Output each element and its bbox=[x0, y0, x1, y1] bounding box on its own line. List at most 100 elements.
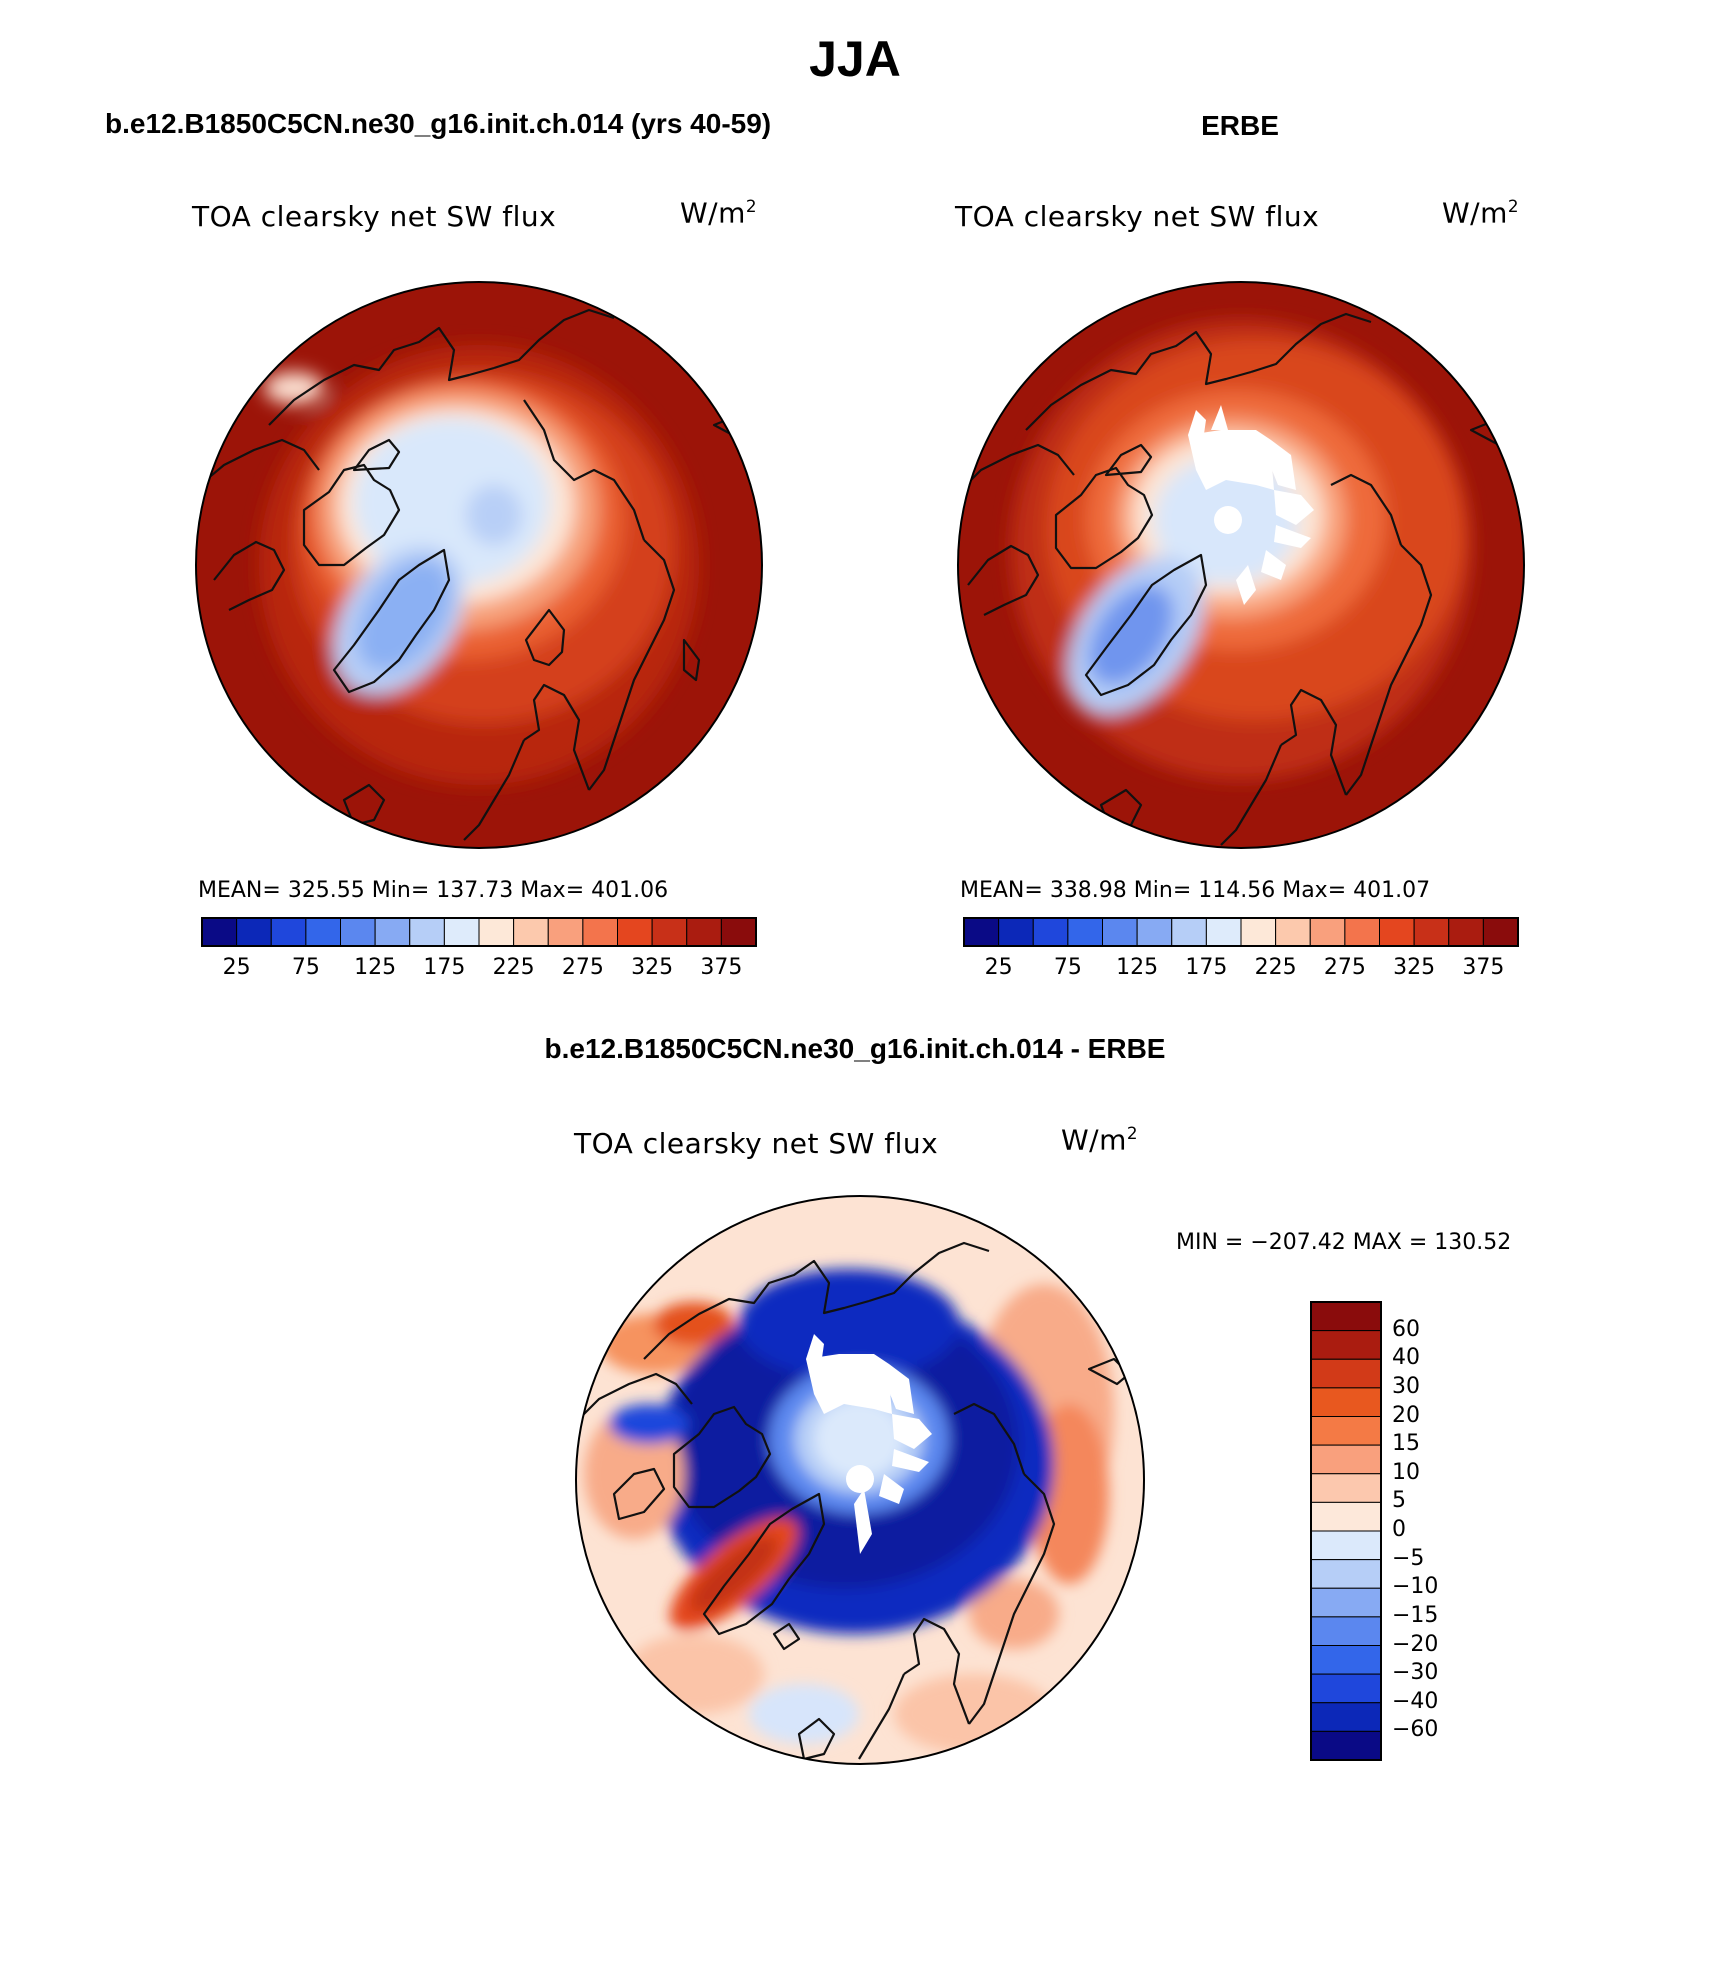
obs-colorbar-tick-label: 125 bbox=[1116, 955, 1159, 980]
model-colorbar-swatch bbox=[340, 917, 376, 947]
obs-variable-label: TOA clearsky net SW flux bbox=[955, 200, 1320, 233]
obs-colorbar-swatch bbox=[1448, 917, 1484, 947]
obs-colorbar-swatch bbox=[1379, 917, 1415, 947]
diff-colorbar-tick-label: −10 bbox=[1392, 1574, 1439, 1600]
diff-colorbar-tick-label: −20 bbox=[1392, 1631, 1439, 1657]
diff-colorbar-tick-label: −15 bbox=[1392, 1602, 1439, 1628]
diff-colorbar-tick-label: 30 bbox=[1392, 1373, 1420, 1399]
obs-colorbar-ticks: 25 75 125 175 225 275 325 375 bbox=[964, 955, 1518, 985]
obs-colorbar-swatch bbox=[1102, 917, 1138, 947]
diff-stats: MIN = −207.42 MAX = 130.52 bbox=[1176, 1230, 1512, 1255]
model-colorbar-swatch bbox=[478, 917, 515, 947]
model-units-label: W/m2 bbox=[680, 196, 758, 230]
model-colorbar-swatch bbox=[513, 917, 549, 947]
model-polar-map bbox=[195, 281, 763, 849]
diff-colorbar-swatch bbox=[1310, 1358, 1382, 1389]
diff-colorbar-tick-label: −30 bbox=[1392, 1660, 1439, 1686]
obs-stats: MEAN= 338.98 Min= 114.56 Max= 401.07 bbox=[960, 878, 1431, 903]
diff-colorbar-tick-label: 15 bbox=[1392, 1431, 1420, 1457]
obs-colorbar-border bbox=[963, 917, 1519, 947]
model-colorbar-tick-label: 175 bbox=[423, 955, 466, 980]
model-colorbar-swatch bbox=[651, 917, 688, 947]
diff-colorbar-swatch bbox=[1310, 1645, 1382, 1675]
obs-colorbar-tick-label: 375 bbox=[1462, 955, 1505, 980]
model-colorbar-swatch bbox=[270, 917, 307, 947]
diff-colorbar-swatch bbox=[1310, 1444, 1382, 1475]
model-colorbar-tick-label: 25 bbox=[222, 955, 251, 980]
diff-colorbar-swatch bbox=[1310, 1559, 1382, 1589]
diff-colorbar-tick-label: 20 bbox=[1392, 1402, 1420, 1428]
model-colorbar-swatch bbox=[201, 917, 238, 947]
obs-colorbar-swatch bbox=[1067, 917, 1103, 947]
obs-colorbar-tick-label: 275 bbox=[1323, 955, 1366, 980]
obs-colorbar-tick-label: 175 bbox=[1185, 955, 1228, 980]
diff-colorbar-swatch bbox=[1310, 1702, 1382, 1732]
obs-colorbar-tick-label: 25 bbox=[984, 955, 1013, 980]
diff-colorbar-swatch bbox=[1310, 1673, 1382, 1704]
model-variable-label: TOA clearsky net SW flux bbox=[192, 200, 557, 233]
obs-units-label: W/m2 bbox=[1442, 196, 1520, 230]
diff-colorbar-swatch bbox=[1310, 1416, 1382, 1446]
model-colorbar-tick-label: 375 bbox=[700, 955, 743, 980]
diff-colorbar-tick-label: −60 bbox=[1392, 1717, 1439, 1743]
obs-colorbar-swatch bbox=[963, 917, 1000, 947]
model-colorbar-swatch bbox=[409, 917, 445, 947]
obs-polar-map bbox=[957, 281, 1525, 849]
obs-colorbar-swatch bbox=[1309, 917, 1346, 947]
obs-colorbar-swatch bbox=[1171, 917, 1207, 947]
diff-units-label: W/m2 bbox=[1061, 1123, 1139, 1157]
model-colorbar-swatch bbox=[547, 917, 584, 947]
diff-colorbar bbox=[1310, 1301, 1382, 1761]
diff-colorbar-swatch bbox=[1310, 1387, 1382, 1417]
diff-colorbar-swatch bbox=[1310, 1330, 1382, 1360]
diff-colorbar-swatch bbox=[1310, 1301, 1382, 1332]
obs-colorbar-swatch bbox=[998, 917, 1034, 947]
model-panel-heading: b.e12.B1850C5CN.ne30_g16.init.ch.014 (yr… bbox=[105, 108, 772, 139]
model-colorbar-border bbox=[201, 917, 757, 947]
diff-panel-heading: b.e12.B1850C5CN.ne30_g16.init.ch.014 - E… bbox=[544, 1033, 1166, 1064]
page-title: JJA bbox=[809, 31, 901, 87]
diff-colorbar-swatch bbox=[1310, 1473, 1382, 1503]
model-colorbar-tick-label: 225 bbox=[492, 955, 535, 980]
diff-colorbar-tick-label: −40 bbox=[1392, 1688, 1439, 1714]
diff-colorbar-tick-label: −5 bbox=[1392, 1545, 1425, 1571]
diff-colorbar-swatch bbox=[1310, 1501, 1382, 1532]
model-colorbar bbox=[201, 917, 757, 947]
obs-colorbar-swatch bbox=[1136, 917, 1173, 947]
diff-colorbar-tick-label: 40 bbox=[1392, 1345, 1420, 1371]
model-colorbar-tick-label: 325 bbox=[631, 955, 674, 980]
model-colorbar-swatch bbox=[443, 917, 480, 947]
diff-colorbar-tick-label: 10 bbox=[1392, 1459, 1420, 1485]
obs-colorbar-tick-label: 325 bbox=[1393, 955, 1436, 980]
model-colorbar-swatch bbox=[720, 917, 757, 947]
obs-colorbar-swatch bbox=[1275, 917, 1311, 947]
model-colorbar-swatch bbox=[582, 917, 618, 947]
diff-polar-map bbox=[575, 1195, 1145, 1765]
obs-colorbar-swatch bbox=[1240, 917, 1277, 947]
obs-colorbar-swatch bbox=[1032, 917, 1069, 947]
diff-colorbar-tick-label: 60 bbox=[1392, 1316, 1420, 1342]
diff-colorbar-border bbox=[1310, 1301, 1382, 1761]
model-colorbar-tick-label: 75 bbox=[291, 955, 320, 980]
obs-colorbar-swatch bbox=[1344, 917, 1380, 947]
model-colorbar-swatch bbox=[686, 917, 722, 947]
model-colorbar-swatch bbox=[236, 917, 272, 947]
diff-colorbar-swatch bbox=[1310, 1587, 1382, 1618]
obs-colorbar bbox=[963, 917, 1519, 947]
obs-colorbar-swatch bbox=[1482, 917, 1519, 947]
diff-variable-label: TOA clearsky net SW flux bbox=[574, 1127, 939, 1160]
model-colorbar-swatch bbox=[374, 917, 411, 947]
diff-colorbar-ticks: 60 40 30 20 15 10 5 0 −5 −10 −15 −20 −30 −40 −60 bbox=[1392, 1302, 1492, 1762]
model-colorbar-tick-label: 275 bbox=[561, 955, 604, 980]
model-colorbar-swatch bbox=[617, 917, 653, 947]
model-stats: MEAN= 325.55 Min= 137.73 Max= 401.06 bbox=[198, 878, 669, 903]
obs-colorbar-swatch bbox=[1413, 917, 1450, 947]
diff-colorbar-swatch bbox=[1310, 1530, 1382, 1561]
diff-colorbar-tick-label: 5 bbox=[1392, 1488, 1406, 1514]
model-colorbar-ticks: 25 75 125 175 225 275 325 375 bbox=[202, 955, 756, 985]
model-colorbar-tick-label: 125 bbox=[354, 955, 397, 980]
obs-colorbar-tick-label: 225 bbox=[1254, 955, 1297, 980]
model-colorbar-swatch bbox=[305, 917, 341, 947]
obs-panel-heading: ERBE bbox=[1201, 110, 1279, 141]
diff-colorbar-tick-label: 0 bbox=[1392, 1517, 1406, 1542]
